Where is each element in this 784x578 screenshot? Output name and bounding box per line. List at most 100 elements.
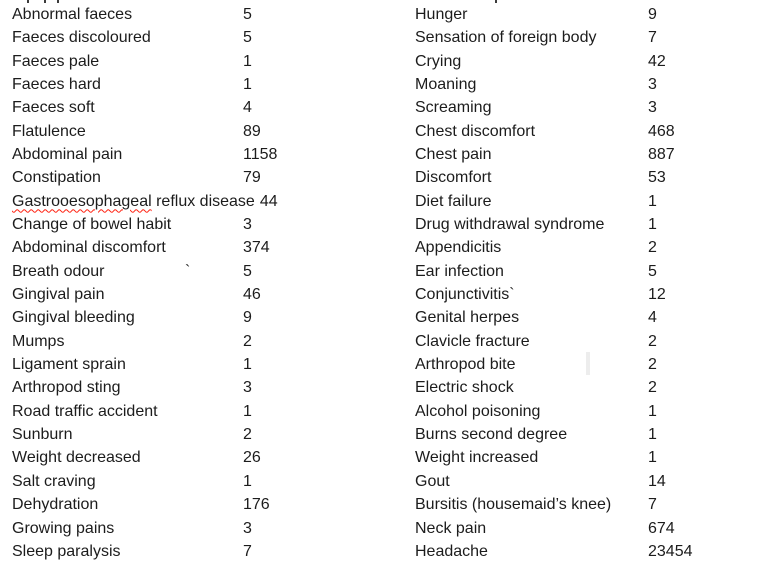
- symptom-count: 887: [648, 145, 675, 163]
- table-row: Mumps 2: [0, 330, 784, 353]
- table-row: Gout 14: [0, 470, 784, 493]
- table-row: Abnormal faeces 5: [0, 3, 784, 26]
- symptom-count: 1: [648, 402, 657, 420]
- table-row: Growing pains 3: [0, 517, 784, 540]
- symptom-term: Crying: [415, 52, 462, 70]
- table-row: Gingival bleeding 9: [0, 306, 784, 329]
- faint-caret-artifact: [586, 352, 590, 375]
- symptom-count: 468: [648, 122, 675, 140]
- symptom-count: 46: [243, 286, 261, 303]
- symptom-count: 53: [648, 169, 666, 187]
- table-row: Sensation of foreign body 7: [0, 26, 784, 49]
- symptom-count: 1: [243, 75, 252, 93]
- symptom-count: 2: [648, 379, 657, 397]
- symptom-term: Dehydration: [12, 496, 99, 514]
- symptom-term: Sunburn: [12, 426, 73, 444]
- symptom-count: 3: [243, 519, 252, 537]
- table-row: Arthropod sting 3: [0, 376, 784, 399]
- symptom-count: 12: [648, 286, 666, 303]
- table-row: Headache 23454: [0, 540, 784, 563]
- table-row: Weight decreased 26: [0, 446, 784, 469]
- symptom-term: Appendicitis: [415, 239, 502, 257]
- symptom-term: Electric shock: [415, 379, 514, 397]
- symptom-term: Sleep paralysis: [12, 542, 121, 560]
- table-row: Neck pain 674: [0, 517, 784, 540]
- table-row: Faeces pale 1: [0, 50, 784, 73]
- symptom-count: 1: [243, 52, 252, 70]
- table-row: Faeces discoloured 5: [0, 26, 784, 49]
- symptom-count: 176: [243, 496, 270, 514]
- symptom-count: 1: [648, 426, 657, 444]
- table-row: Road traffic accident 1: [0, 400, 784, 423]
- table-row: Flatulence 89: [0, 120, 784, 143]
- symptom-term: Neck pain: [415, 519, 487, 537]
- table-row: Screaming 3: [0, 96, 784, 119]
- symptom-term: Sensation of foreign body: [415, 29, 597, 47]
- symptom-term: Gingival bleeding: [12, 309, 135, 327]
- symptom-term: Diet failure: [415, 192, 492, 210]
- symptom-term: Faeces soft: [12, 99, 95, 117]
- table-row: Constipation 79: [0, 166, 784, 189]
- symptom-term: Alcohol poisoning: [415, 402, 541, 420]
- symptom-count: 79: [243, 169, 261, 187]
- clipped-text-descender: [495, 0, 497, 3]
- symptom-term: Abdominal discomfort: [12, 239, 166, 257]
- table-row: Dehydration 176: [0, 493, 784, 516]
- symptom-term: Moaning: [415, 75, 477, 93]
- symptom-count: 3: [648, 99, 657, 117]
- table-row: Conjunctivitis` 12: [0, 283, 784, 306]
- symptom-count: 1: [648, 192, 657, 210]
- symptom-term: Gout: [415, 472, 450, 490]
- table-row: Chest discomfort 468: [0, 120, 784, 143]
- table-row: Arthropod bite 2: [0, 353, 784, 376]
- symptom-term: Clavicle fracture: [415, 332, 530, 350]
- table-row: Abdominal discomfort 374: [0, 236, 784, 259]
- table-row: Change of bowel habit 3: [0, 213, 784, 236]
- clipped-text-descender: [57, 0, 59, 3]
- symptom-term: Genital herpes: [415, 309, 520, 327]
- symptom-count: 14: [648, 472, 666, 490]
- symptom-count: 44: [259, 192, 278, 210]
- table-row: Electric shock 2: [0, 376, 784, 399]
- table-row: Moaning 3: [0, 73, 784, 96]
- symptom-count: 374: [243, 239, 270, 257]
- stray-backtick-character: `: [185, 262, 191, 280]
- symptom-count: 4: [243, 99, 252, 117]
- table-row: Faeces soft 4: [0, 96, 784, 119]
- clipped-text-descender: [27, 0, 29, 3]
- symptom-count: 9: [648, 5, 657, 23]
- symptom-term: Hunger: [415, 5, 468, 23]
- symptom-count: 2: [243, 426, 252, 444]
- symptom-term: Abdominal pain: [12, 145, 123, 163]
- table-row: Sunburn 2: [0, 423, 784, 446]
- symptom-term: Growing pains: [12, 519, 115, 537]
- symptom-count: 7: [243, 542, 252, 560]
- table-row: Sleep paralysis 7: [0, 540, 784, 563]
- symptom-term: Faeces discoloured: [12, 29, 151, 47]
- table-row: Diet failure 1: [0, 190, 784, 213]
- symptom-term: Salt craving: [12, 472, 96, 490]
- symptom-term: Chest pain: [415, 145, 492, 163]
- symptom-term: Weight decreased: [12, 449, 141, 467]
- symptom-count: 7: [648, 496, 657, 514]
- table-row: Weight increased 1: [0, 446, 784, 469]
- symptom-term: Arthropod sting: [12, 379, 121, 397]
- symptom-term: Ligament sprain: [12, 356, 126, 374]
- symptom-term: Faeces hard: [12, 75, 101, 93]
- symptom-term: Burns second degree: [415, 426, 568, 444]
- table-row: Clavicle fracture 2: [0, 330, 784, 353]
- symptom-term: Abnormal faeces: [12, 5, 133, 23]
- symptom-term: Road traffic accident: [12, 402, 158, 420]
- symptom-term: Discomfort: [415, 169, 492, 187]
- symptom-term: Screaming: [415, 99, 492, 117]
- symptom-term: Ear infection: [415, 262, 504, 280]
- symptom-count: 2: [648, 356, 657, 374]
- table-row: Salt craving 1: [0, 470, 784, 493]
- symptom-count: 1: [648, 215, 657, 233]
- symptom-term: Flatulence: [12, 122, 86, 140]
- symptom-term: Arthropod bite: [415, 356, 516, 374]
- symptom-count: 3: [243, 215, 252, 233]
- symptom-term: Conjunctivitis`: [415, 286, 515, 303]
- table-row: Genital herpes 4: [0, 306, 784, 329]
